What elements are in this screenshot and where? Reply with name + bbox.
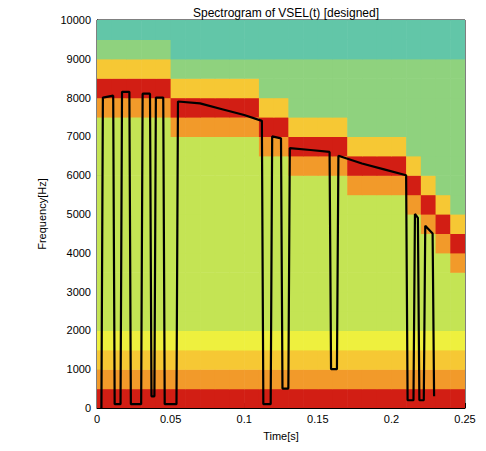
svg-text:4000: 4000 <box>67 247 91 259</box>
svg-text:0.1: 0.1 <box>237 413 252 425</box>
svg-text:0.05: 0.05 <box>160 413 181 425</box>
svg-text:0: 0 <box>85 402 91 414</box>
svg-text:0.2: 0.2 <box>384 413 399 425</box>
svg-text:7000: 7000 <box>67 130 91 142</box>
svg-text:Time[s]: Time[s] <box>263 430 299 442</box>
svg-text:Frequency[Hz]: Frequency[Hz] <box>36 178 48 250</box>
svg-text:Spectrogram of VSEL(t) [design: Spectrogram of VSEL(t) [designed] <box>193 6 379 20</box>
svg-text:8000: 8000 <box>67 92 91 104</box>
svg-text:3000: 3000 <box>67 286 91 298</box>
svg-text:2000: 2000 <box>67 324 91 336</box>
svg-text:5000: 5000 <box>67 208 91 220</box>
svg-text:1000: 1000 <box>67 363 91 375</box>
svg-text:9000: 9000 <box>67 53 91 65</box>
svg-text:0: 0 <box>94 413 100 425</box>
svg-text:0.15: 0.15 <box>307 413 328 425</box>
svg-text:6000: 6000 <box>67 169 91 181</box>
svg-text:10000: 10000 <box>60 14 91 26</box>
svg-text:0.25: 0.25 <box>454 413 475 425</box>
